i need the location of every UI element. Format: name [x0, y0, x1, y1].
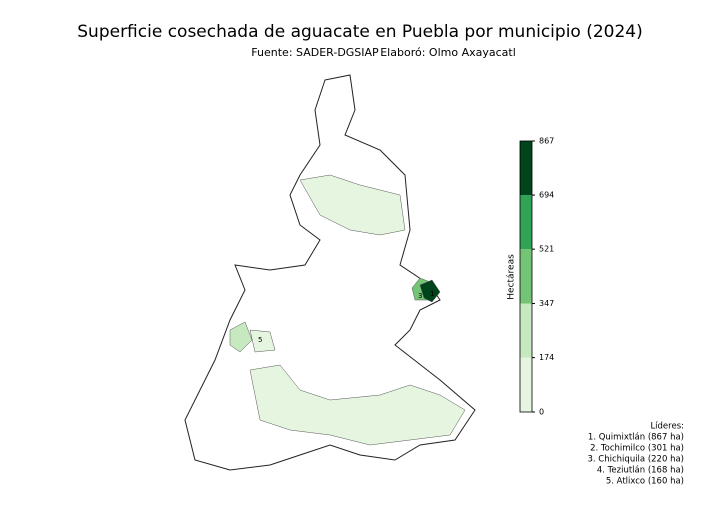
- leader-item: 3. Chichiquila (220 ha): [588, 455, 685, 465]
- author: Elaboró: Olmo Axayacatl: [380, 46, 516, 59]
- leader-item: 1. Quimixtlán (867 ha): [588, 433, 684, 443]
- municipality: [419, 279, 441, 303]
- map-label: 5: [258, 336, 262, 344]
- tick-label: 867: [539, 137, 554, 146]
- leader-item: 4. Teziutlán (168 ha): [597, 466, 684, 476]
- leaders: Líderes:1. Quimixtlán (867 ha)2. Tochimi…: [588, 422, 685, 487]
- source: Fuente: SADER-DGSIAP: [251, 46, 379, 59]
- map: 1 3 5: [184, 74, 476, 471]
- colorbar-label: Hectáreas: [507, 254, 517, 300]
- tick-label: 521: [539, 245, 554, 254]
- colorbar-bin: [520, 357, 532, 412]
- leader-item: 5. Atlixco (160 ha): [606, 477, 684, 487]
- tick-label: 174: [539, 353, 554, 362]
- colorbar: 0 174 347 521 694 867: [519, 137, 554, 417]
- colorbar-bin: [520, 195, 532, 250]
- municipality: [299, 174, 406, 236]
- colorbar-frame: [519, 140, 533, 413]
- municipality: [229, 321, 253, 353]
- tick-label: 0: [539, 408, 544, 417]
- colorbar-bin: [520, 141, 532, 196]
- colorbar-bin: [520, 303, 532, 358]
- title: Superficie cosechada de aguacate en Pueb…: [77, 22, 643, 42]
- map-label: 1: [430, 290, 434, 298]
- municipality: [249, 329, 276, 353]
- leaders-title: Líderes:: [650, 422, 684, 432]
- leader-item: 2. Tochimilco (301 ha): [590, 444, 684, 454]
- tick-label: 694: [539, 191, 554, 200]
- colorbar-bin: [520, 249, 532, 304]
- municipality: [249, 364, 466, 446]
- map-label: 3: [418, 292, 422, 300]
- tick-label: 347: [539, 299, 554, 308]
